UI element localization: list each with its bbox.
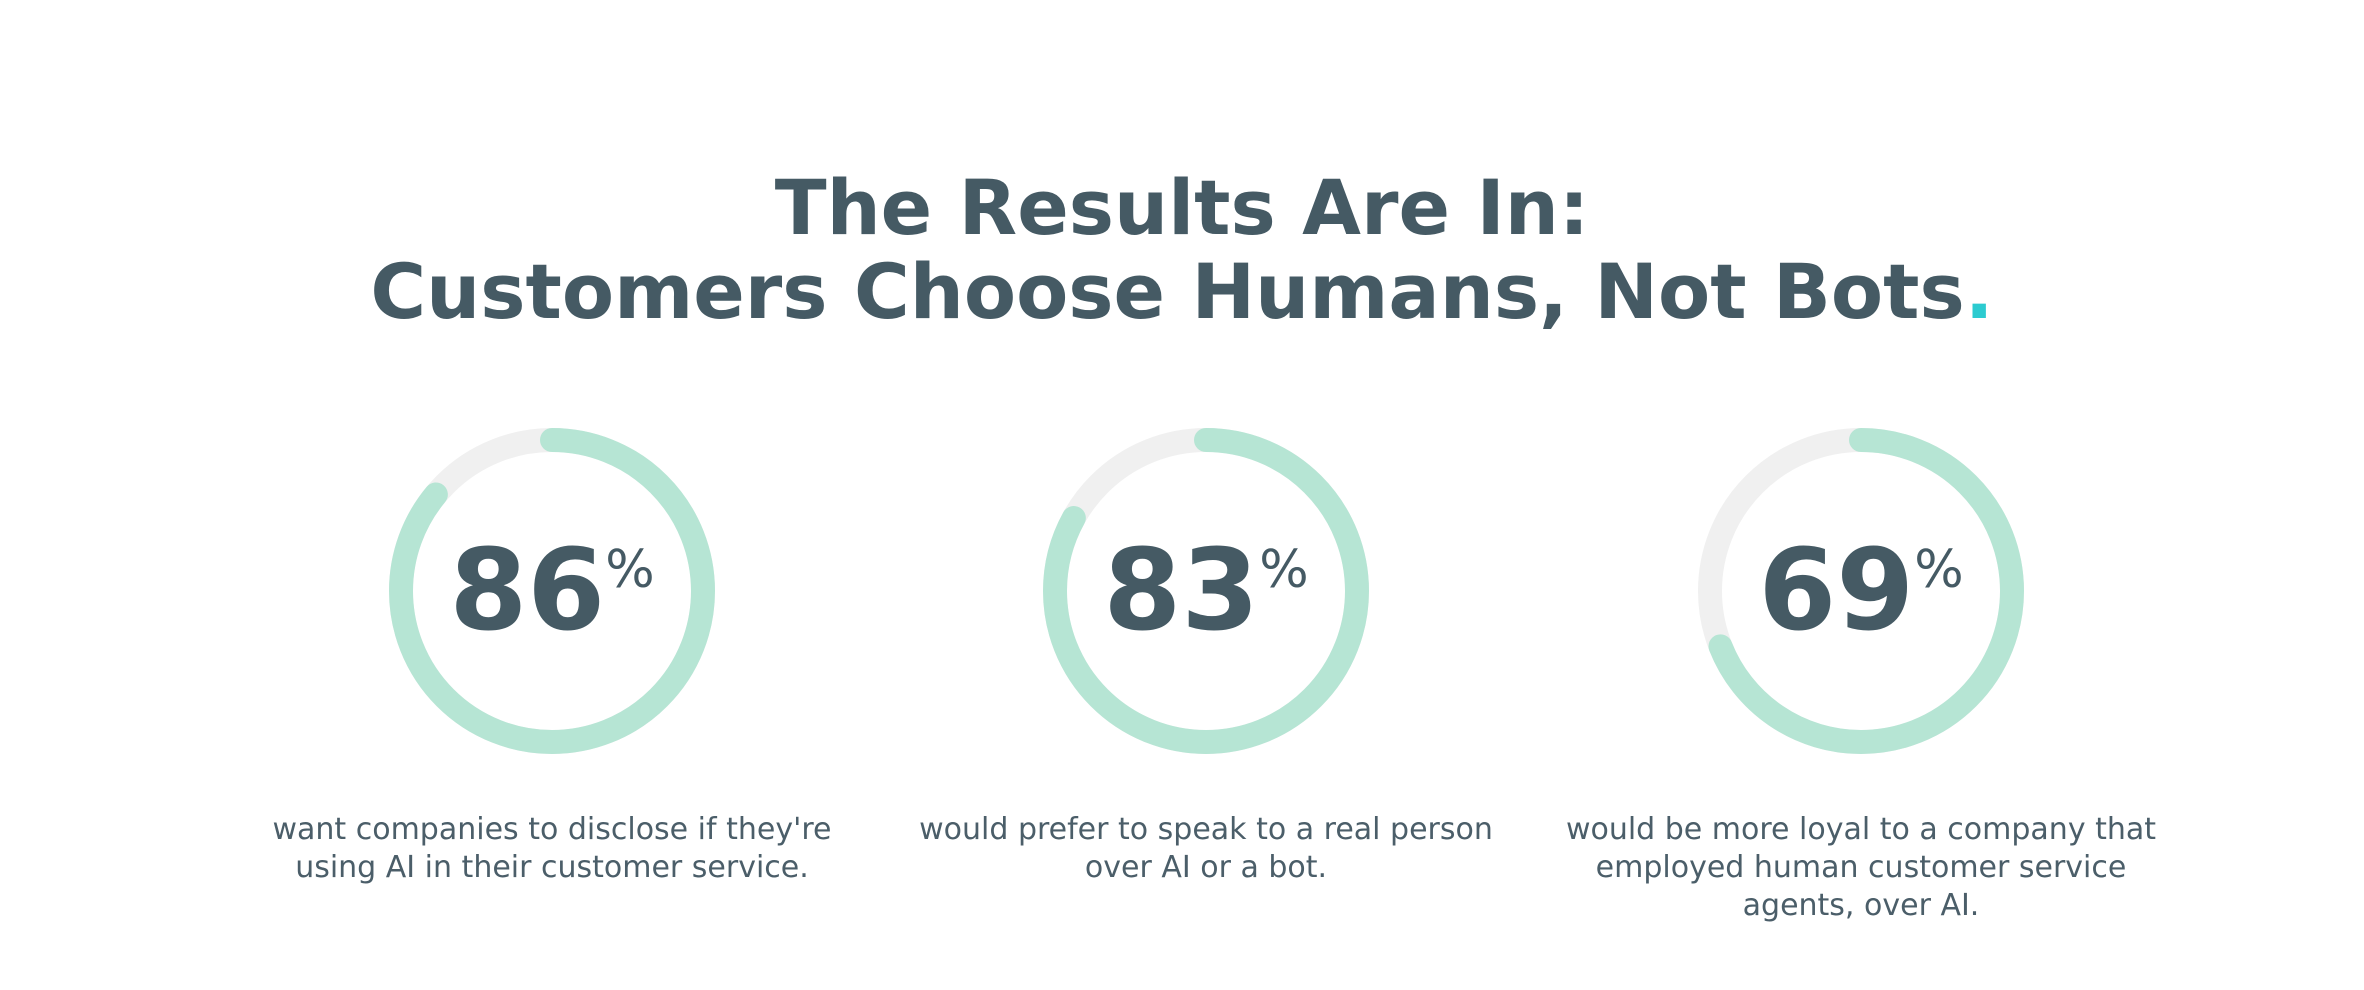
caption-line: want companies to disclose if they're (273, 812, 832, 847)
gauge-label: 83% (1103, 526, 1308, 656)
gauge-value: 86 (449, 526, 605, 656)
gauge-arc (389, 428, 715, 754)
gauge-unit: % (1259, 540, 1308, 600)
title-accent: . (1965, 247, 1994, 336)
caption-line: employed human customer service (1596, 850, 2127, 885)
title-line: Customers Choose Humans, Not Bots. (370, 247, 1993, 336)
caption-line: would prefer to speak to a real person (919, 812, 1493, 847)
gauge-label: 86% (449, 526, 654, 656)
caption-line: agents, over AI. (1743, 888, 1980, 923)
caption-line: over AI or a bot. (1085, 850, 1327, 885)
gauge-value: 83 (1103, 526, 1259, 656)
caption-line: using AI in their customer service. (295, 850, 809, 885)
gauge-unit: % (1914, 540, 1963, 600)
gauge-arc (1043, 428, 1369, 754)
gauge-unit: % (605, 540, 654, 600)
title-text: Customers Choose Humans, Not Bots (370, 247, 1964, 336)
caption-line: would be more loyal to a company that (1566, 812, 2156, 847)
title-line: The Results Are In: (775, 163, 1590, 252)
gauge-value: 69 (1758, 526, 1914, 656)
gauge-arc (1698, 428, 2024, 754)
gauge-label: 69% (1758, 526, 1963, 656)
